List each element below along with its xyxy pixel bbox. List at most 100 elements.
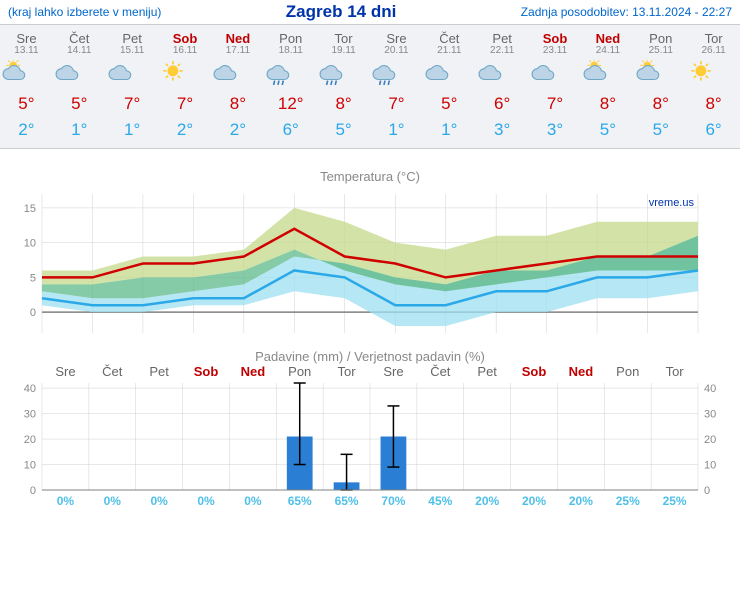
svg-text:0: 0 xyxy=(30,307,36,319)
day-of-week: Sre xyxy=(370,31,423,46)
day-of-week: Sob xyxy=(159,31,212,46)
temp-chart-title: Temperatura (°C) xyxy=(0,169,740,184)
weather-icon xyxy=(53,60,106,90)
precip-probability: 0% xyxy=(89,494,136,508)
temp-low: 2° xyxy=(159,120,212,140)
day-column: Pon18.1112°6° xyxy=(264,25,317,148)
precip-probability: 70% xyxy=(370,494,417,508)
weather-icon xyxy=(634,60,687,90)
day-column: Sre13.115°2° xyxy=(0,25,53,148)
temp-high: 8° xyxy=(634,94,687,114)
precip-day-of-week: Pon xyxy=(276,364,323,379)
day-column: Tor26.11 8° 6° xyxy=(687,25,740,148)
temp-high: 8° xyxy=(687,94,740,114)
last-updated: Zadnja posodobitev: 13.11.2024 - 22:27 xyxy=(521,5,732,19)
temp-low: 1° xyxy=(106,120,159,140)
temp-low: 2° xyxy=(0,120,53,140)
day-date: 24.11 xyxy=(581,45,634,56)
svg-text:15: 15 xyxy=(24,203,36,215)
temp-high: 5° xyxy=(53,94,106,114)
weather-icon xyxy=(211,60,264,90)
day-column: Čet14.115°1° xyxy=(53,25,106,148)
precip-day-of-week: Ned xyxy=(229,364,276,379)
precip-day-of-week: Pon xyxy=(604,364,651,379)
day-date: 20.11 xyxy=(370,45,423,56)
precip-probability: 20% xyxy=(511,494,558,508)
temp-high: 7° xyxy=(106,94,159,114)
precip-probability: 0% xyxy=(42,494,89,508)
location-hint[interactable]: (kraj lahko izberete v meniju) xyxy=(8,5,161,19)
day-of-week: Čet xyxy=(53,31,106,46)
precip-day-of-week: Pet xyxy=(136,364,183,379)
temp-low: 6° xyxy=(264,120,317,140)
temp-low: 3° xyxy=(529,120,582,140)
temp-low: 1° xyxy=(423,120,476,140)
day-date: 25.11 xyxy=(634,45,687,56)
temp-high: 12° xyxy=(264,94,317,114)
svg-text:10: 10 xyxy=(704,460,716,472)
day-of-week: Sob xyxy=(529,31,582,46)
weather-icon xyxy=(106,60,159,90)
page-title: Zagreb 14 dni xyxy=(286,2,397,22)
svg-text:10: 10 xyxy=(24,238,36,250)
svg-text:0: 0 xyxy=(704,485,710,494)
forecast-row: Sre13.115°2°Čet14.115°1°Pet15.117°1°Sob1… xyxy=(0,24,740,149)
precip-probability: 0% xyxy=(229,494,276,508)
temp-low: 3° xyxy=(476,120,529,140)
temp-high: 7° xyxy=(529,94,582,114)
temp-low: 1° xyxy=(370,120,423,140)
precip-probability: 20% xyxy=(557,494,604,508)
temp-high: 7° xyxy=(159,94,212,114)
temp-high: 7° xyxy=(370,94,423,114)
day-column: Ned17.118°2° xyxy=(211,25,264,148)
precip-chart-title: Padavine (mm) / Verjetnost padavin (%) xyxy=(0,349,740,364)
temp-low: 5° xyxy=(317,120,370,140)
day-column: Pon25.118°5° xyxy=(634,25,687,148)
day-of-week: Ned xyxy=(211,31,264,46)
temp-low: 6° xyxy=(687,120,740,140)
weather-icon xyxy=(0,60,53,90)
day-column: Sob16.11 7° 2° xyxy=(159,25,212,148)
precip-day-of-week: Ned xyxy=(557,364,604,379)
day-date: 18.11 xyxy=(264,45,317,56)
temp-high: 8° xyxy=(211,94,264,114)
temperature-chart: 0 5 10 15 vreme.us xyxy=(0,186,740,341)
day-of-week: Pet xyxy=(106,31,159,46)
day-of-week: Tor xyxy=(317,31,370,46)
weather-icon xyxy=(687,60,740,90)
svg-text:40: 40 xyxy=(24,383,36,395)
weather-icon xyxy=(159,60,212,90)
day-date: 26.11 xyxy=(687,45,740,56)
day-date: 15.11 xyxy=(106,45,159,56)
precip-probability: 65% xyxy=(276,494,323,508)
svg-text:vreme.us: vreme.us xyxy=(649,197,695,209)
weather-icon xyxy=(529,60,582,90)
weather-icon xyxy=(317,60,370,90)
temp-low: 2° xyxy=(211,120,264,140)
weather-icon xyxy=(264,60,317,90)
precip-probability: 25% xyxy=(604,494,651,508)
svg-text:0: 0 xyxy=(30,485,36,494)
day-column: Čet21.115°1° xyxy=(423,25,476,148)
svg-text:10: 10 xyxy=(24,460,36,472)
temp-low: 5° xyxy=(634,120,687,140)
svg-text:40: 40 xyxy=(704,383,716,395)
day-column: Pet15.11 7° 1° xyxy=(106,25,159,148)
day-of-week: Čet xyxy=(423,31,476,46)
weather-icon xyxy=(370,60,423,90)
precip-prob-row: 0%0%0%0%0%65%65%70%45%20%20%20%25%25% xyxy=(0,494,740,508)
day-of-week: Tor xyxy=(687,31,740,46)
day-column: Sob23.117°3° xyxy=(529,25,582,148)
weather-icon xyxy=(423,60,476,90)
precip-probability: 45% xyxy=(417,494,464,508)
day-of-week: Sre xyxy=(0,31,53,46)
svg-text:5: 5 xyxy=(30,272,36,284)
header: (kraj lahko izberete v meniju) Zagreb 14… xyxy=(0,0,740,24)
precip-probability: 65% xyxy=(323,494,370,508)
precip-day-of-week: Sob xyxy=(511,364,558,379)
precip-day-of-week: Tor xyxy=(651,364,698,379)
day-column: Tor19.118°5° xyxy=(317,25,370,148)
precip-probability: 0% xyxy=(183,494,230,508)
temp-high: 8° xyxy=(581,94,634,114)
day-date: 16.11 xyxy=(159,45,212,56)
